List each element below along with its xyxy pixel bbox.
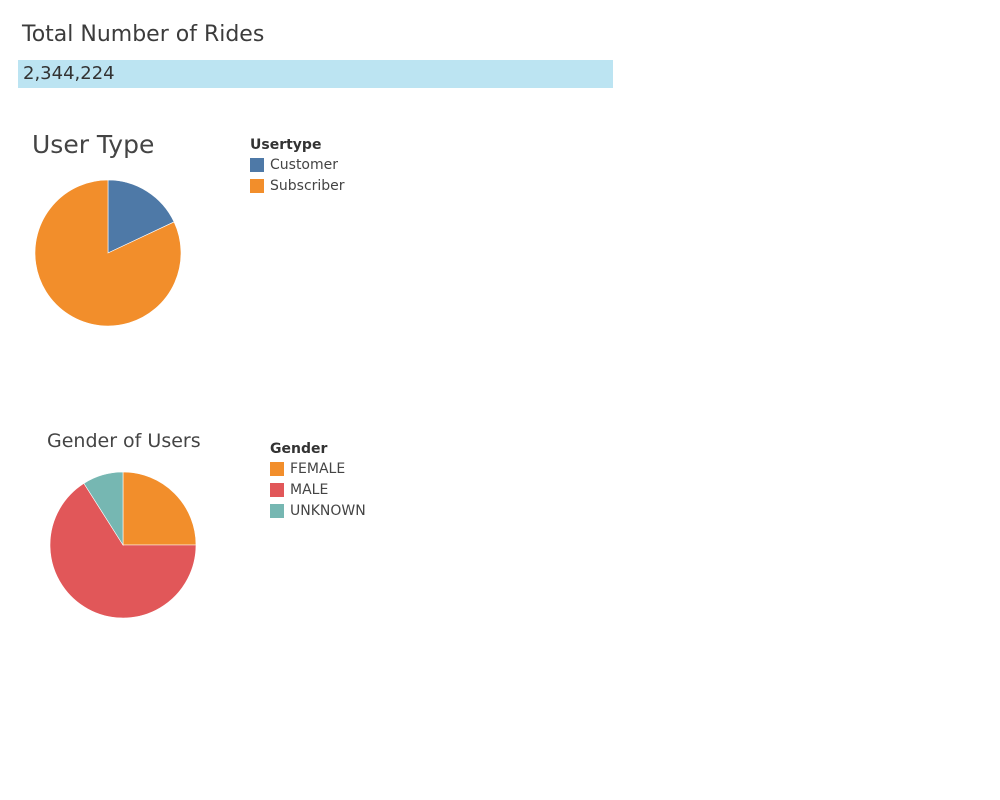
pie-slice-customer[interactable] (107, 179, 175, 254)
legend-swatch-male (270, 482, 284, 497)
legend-item-customer[interactable]: Customer (250, 154, 345, 175)
legend-swatch-unknown (270, 503, 284, 518)
legend-user-type: Usertype Customer Subscriber (250, 136, 345, 196)
pie-slice-female[interactable] (122, 471, 197, 546)
legend-title-gender: Gender (270, 441, 328, 457)
kpi-bar: 2,344,224 (18, 60, 613, 88)
kpi-title: Total Number of Rides (22, 22, 265, 47)
legend-item-subscriber[interactable]: Subscriber (250, 175, 345, 196)
legend-label-male: MALE (290, 481, 329, 498)
legend-title-user-type: Usertype (250, 137, 322, 153)
pie-chart-user-type (34, 179, 182, 327)
legend-gender: Gender FEMALE MALE UNKNOWN (270, 440, 366, 521)
kpi-value: 2,344,224 (23, 63, 115, 84)
legend-item-unknown[interactable]: UNKNOWN (270, 500, 366, 521)
pie-slice-subscriber[interactable] (34, 179, 182, 327)
legend-label-subscriber: Subscriber (270, 177, 345, 194)
legend-label-unknown: UNKNOWN (290, 502, 366, 519)
legend-swatch-female (270, 461, 284, 476)
pie-chart-gender (49, 471, 197, 619)
legend-swatch-customer (250, 157, 264, 172)
pie-slice-male[interactable] (49, 482, 197, 619)
chart-title-gender: Gender of Users (47, 430, 201, 452)
legend-swatch-subscriber (250, 178, 264, 193)
legend-label-female: FEMALE (290, 460, 346, 477)
legend-item-male[interactable]: MALE (270, 479, 366, 500)
legend-item-female[interactable]: FEMALE (270, 458, 366, 479)
legend-label-customer: Customer (270, 156, 339, 173)
chart-title-user-type: User Type (32, 130, 155, 159)
pie-slice-unknown[interactable] (83, 471, 124, 547)
